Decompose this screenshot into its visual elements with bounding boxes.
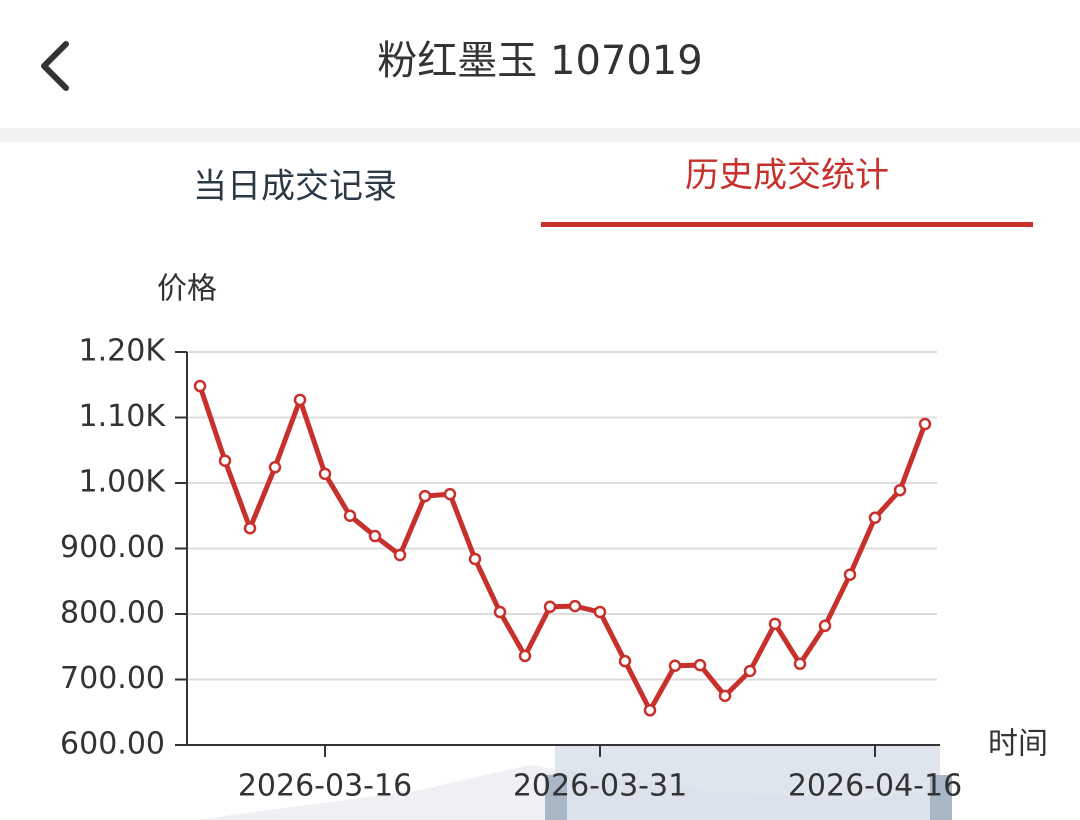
zoom-handle[interactable] <box>930 775 952 820</box>
price-point <box>443 487 457 501</box>
price-point <box>593 605 607 619</box>
y-tick-label: 1.10K <box>79 399 167 434</box>
price-point <box>893 483 907 497</box>
price-point <box>543 600 557 614</box>
price-point <box>918 417 932 431</box>
x-tick-label: 2026-04-16 <box>788 769 962 804</box>
price-point <box>218 454 232 467</box>
price-point <box>818 619 832 633</box>
price-point <box>418 489 432 503</box>
price-point <box>768 617 782 631</box>
tab-underline <box>541 222 1033 227</box>
price-point <box>843 568 857 581</box>
y-axis-label: 价格 <box>157 272 217 307</box>
zoom-handle[interactable] <box>545 775 567 820</box>
plot: 600.00 700.00 800.00 900.00 1.00K 1.10K 1.20K 2… <box>60 334 962 804</box>
price-point <box>868 511 882 524</box>
price-point <box>493 605 507 619</box>
price-point <box>743 664 757 678</box>
price-point <box>718 689 732 703</box>
price-point <box>518 649 532 663</box>
y-tick-label: 1.00K <box>79 465 167 500</box>
tab[interactable]: 当日成交记录 <box>193 167 397 207</box>
price-point <box>393 548 407 562</box>
price-point <box>243 521 257 535</box>
price-point <box>318 467 332 481</box>
price-point <box>293 393 307 407</box>
y-tick-label: 900.00 <box>60 530 165 565</box>
price-point <box>343 509 357 522</box>
page-title: 粉红墨玉 107019 <box>377 38 702 84</box>
x-tick-label: 2026-03-31 <box>513 769 687 804</box>
y-tick-label: 1.20K <box>79 334 167 369</box>
price-point <box>193 379 207 393</box>
x-axis-label: 时间 <box>988 727 1048 762</box>
price-point <box>268 461 282 474</box>
y-tick-label: 600.00 <box>60 727 165 762</box>
price-point <box>643 704 657 717</box>
back-button[interactable] <box>41 41 69 91</box>
price-point <box>668 659 682 672</box>
price-point <box>368 529 382 543</box>
tab-active[interactable]: 历史成交统计 <box>685 156 889 196</box>
y-tick-label: 800.00 <box>60 596 165 631</box>
y-tick-label: 700.00 <box>60 661 165 696</box>
price-line <box>197 385 928 713</box>
data-zoom[interactable] <box>195 745 952 820</box>
x-tick-label: 2026-03-16 <box>238 769 412 804</box>
price-point <box>693 658 707 672</box>
divider <box>0 128 1080 142</box>
price-point <box>793 657 807 671</box>
price-point <box>568 599 582 613</box>
price-point <box>618 654 632 668</box>
zoom-window[interactable] <box>555 745 940 820</box>
price-point <box>468 552 482 566</box>
